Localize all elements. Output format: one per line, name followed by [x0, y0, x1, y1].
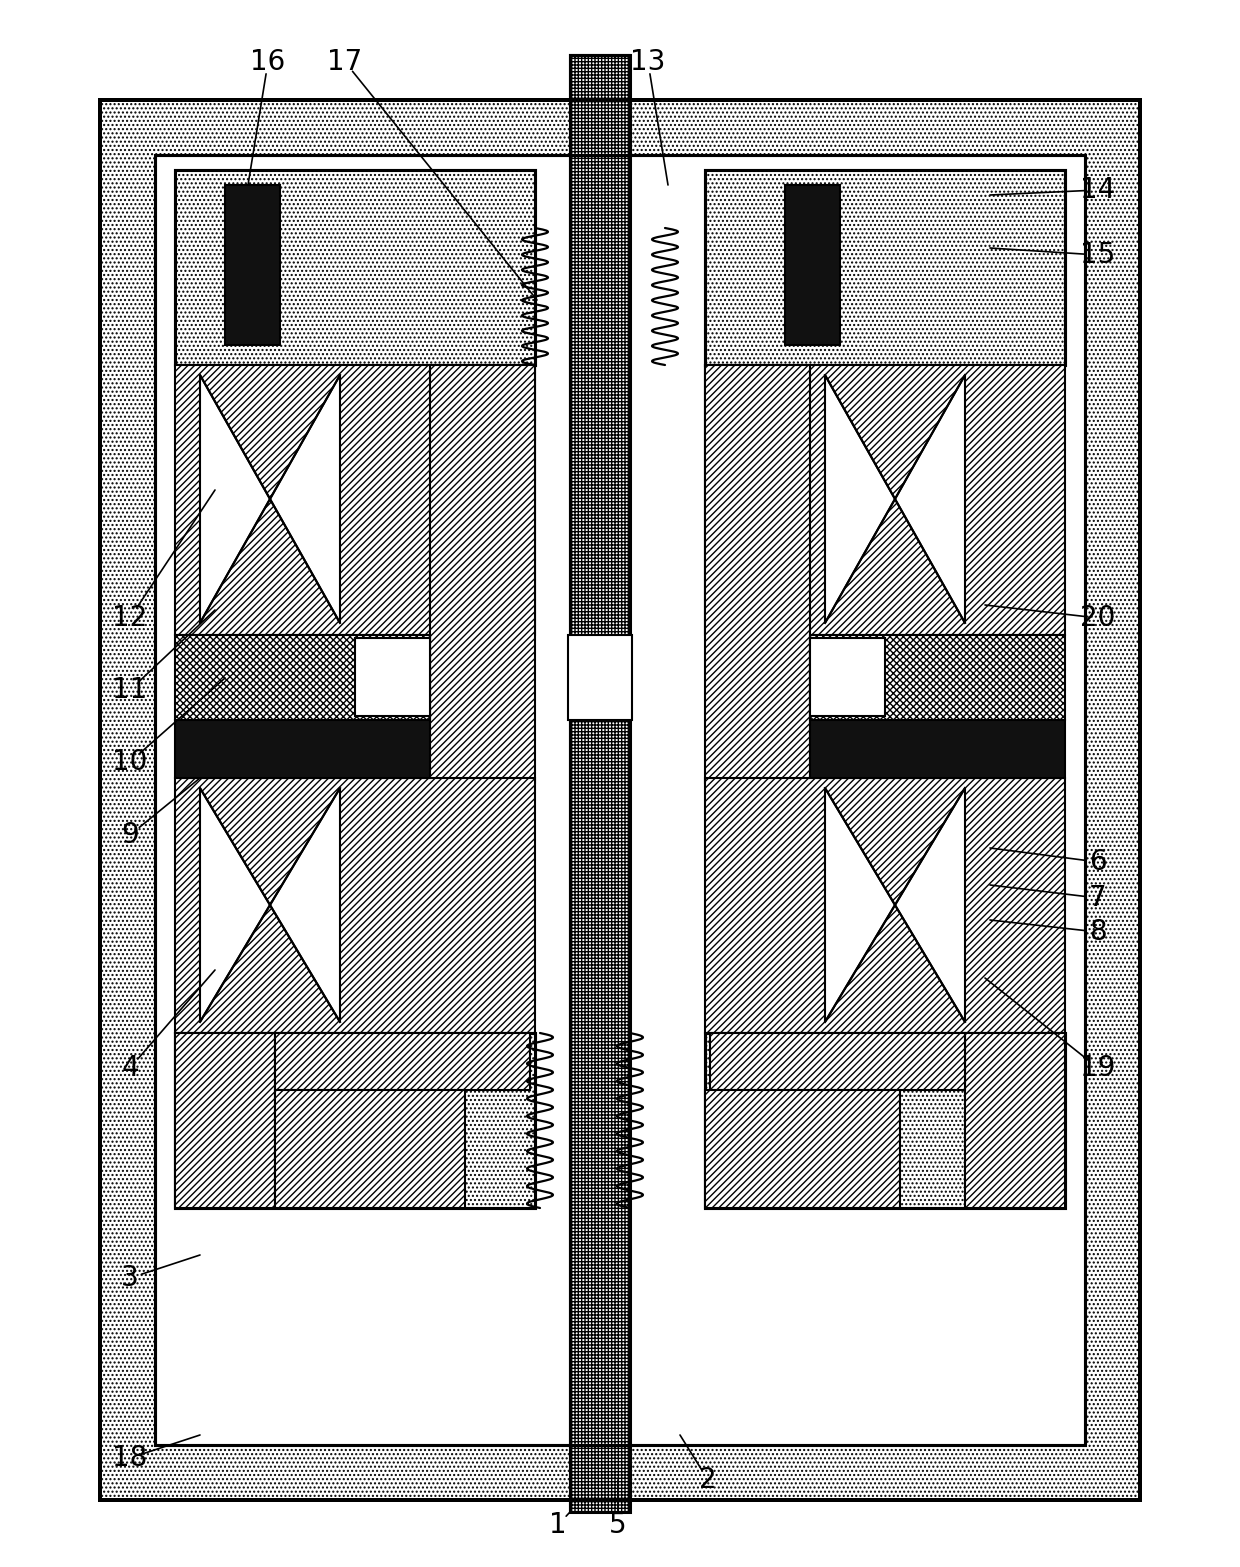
Text: 15: 15 [1080, 241, 1116, 270]
Bar [570, 55, 630, 1512]
Bar [706, 169, 1065, 365]
Bar [706, 1033, 1065, 1208]
Bar [706, 365, 1065, 635]
Text: 13: 13 [630, 49, 666, 77]
Text: 19: 19 [1080, 1055, 1116, 1081]
Bar [224, 185, 280, 345]
Bar [810, 635, 1065, 719]
Bar [175, 719, 430, 777]
Text: 9: 9 [122, 821, 139, 849]
Bar [155, 155, 1085, 1445]
Text: 16: 16 [250, 49, 285, 77]
Polygon shape [200, 375, 340, 624]
Text: 4: 4 [122, 1055, 139, 1081]
Text: 2: 2 [699, 1467, 717, 1493]
Bar [155, 155, 1085, 1445]
Text: 3: 3 [122, 1265, 139, 1293]
Bar [175, 635, 430, 719]
Bar [810, 719, 1065, 777]
Polygon shape [200, 788, 340, 1022]
Text: 6: 6 [1089, 848, 1107, 876]
Bar [355, 638, 430, 716]
Text: 7: 7 [1089, 884, 1107, 912]
Text: 8: 8 [1089, 918, 1107, 946]
Polygon shape [825, 788, 965, 1022]
Bar [175, 1033, 534, 1208]
Bar [706, 365, 810, 784]
Bar [275, 1091, 465, 1208]
Text: 5: 5 [609, 1511, 626, 1539]
Bar [570, 55, 630, 1512]
Text: 1: 1 [549, 1511, 567, 1539]
Polygon shape [825, 375, 965, 624]
Text: 12: 12 [113, 603, 148, 632]
Bar [175, 1033, 534, 1208]
Bar [175, 777, 534, 1033]
Bar [175, 169, 534, 365]
Bar [711, 1033, 965, 1091]
Bar [275, 1033, 529, 1091]
Text: 17: 17 [327, 49, 362, 77]
Bar [100, 100, 1140, 1500]
Bar [100, 100, 1140, 1500]
Bar [175, 1033, 275, 1208]
Bar [430, 365, 534, 784]
Bar [706, 1091, 900, 1208]
Text: 18: 18 [113, 1445, 148, 1471]
Bar [175, 169, 534, 365]
Text: 10: 10 [113, 747, 148, 776]
Bar [568, 635, 632, 719]
Bar [706, 1033, 1065, 1208]
Bar [706, 169, 1065, 365]
Bar [785, 185, 839, 345]
Bar [100, 100, 1140, 1500]
Bar [965, 1033, 1065, 1208]
Bar [175, 365, 534, 635]
Text: 11: 11 [113, 675, 148, 704]
Bar [706, 777, 1065, 1033]
Text: 14: 14 [1080, 176, 1116, 204]
Bar [810, 638, 885, 716]
Text: 20: 20 [1080, 603, 1116, 632]
